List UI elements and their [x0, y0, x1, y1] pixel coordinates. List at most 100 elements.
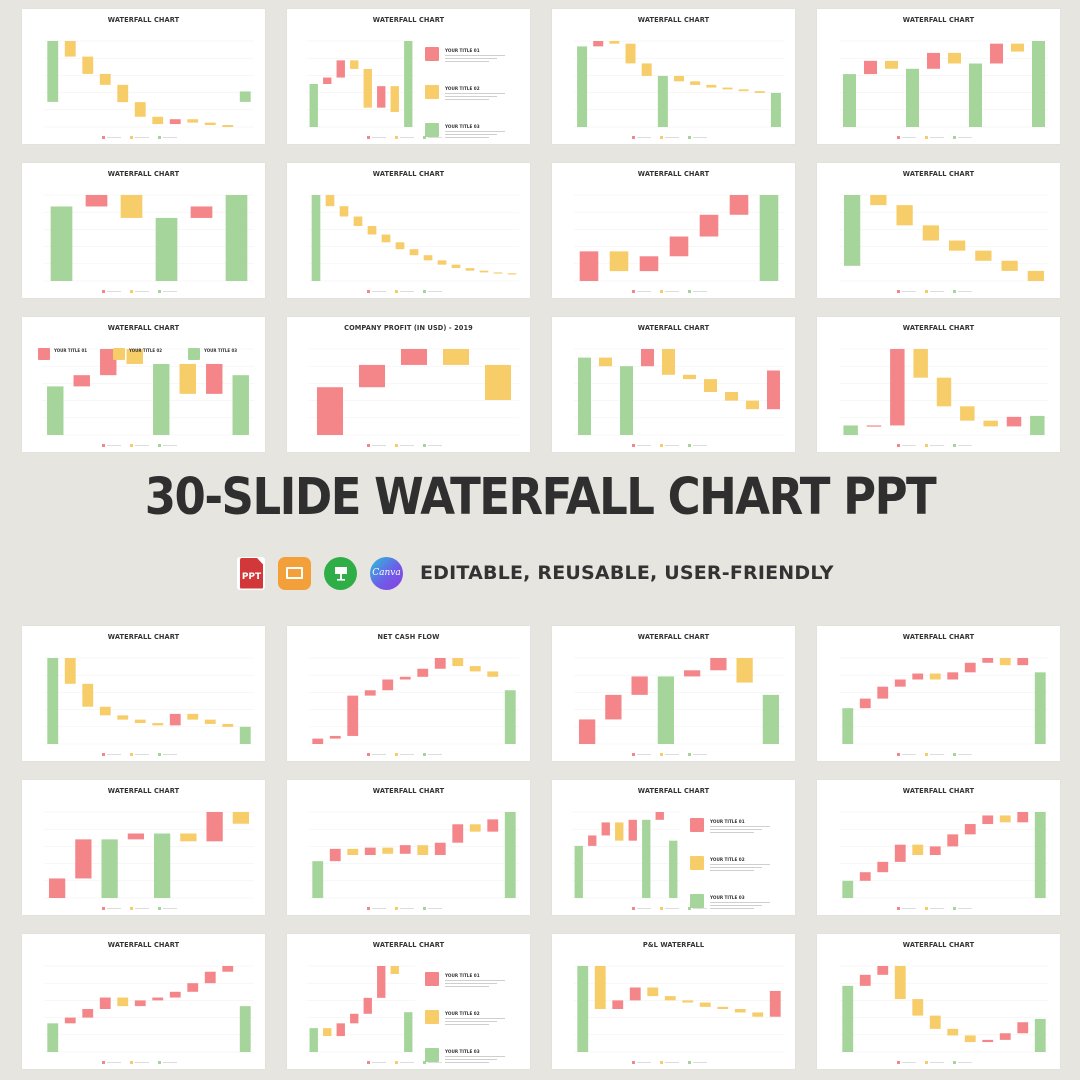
waterfall-bar [47, 386, 64, 435]
waterfall-bar [947, 1028, 959, 1036]
slide-thumbnail: WATERFALL CHART [817, 626, 1060, 761]
waterfall-bar [64, 1017, 76, 1024]
waterfall-bar [382, 847, 394, 854]
waterfall-bar [399, 845, 411, 854]
waterfall-bar [982, 658, 994, 663]
waterfall-bar [842, 985, 854, 1052]
legend-swatch [690, 894, 704, 908]
slide-title: WATERFALL CHART [902, 941, 975, 949]
waterfall-bar [894, 679, 906, 687]
waterfall-bar [117, 997, 129, 1007]
slide-thumbnail: WATERFALL CHART YOUR TITLE 01 YOUR TITLE 0… [552, 780, 795, 915]
legend-dot [367, 136, 370, 139]
waterfall-bar [85, 195, 108, 207]
waterfall-bar [922, 225, 940, 241]
slide-title: WATERFALL CHART [902, 170, 975, 178]
waterfall-bar [1034, 672, 1046, 744]
legend-dot [395, 753, 398, 756]
waterfall-bar [75, 839, 92, 879]
waterfall-bar [47, 658, 59, 744]
waterfall-bar [169, 713, 181, 726]
waterfall-bar [395, 242, 405, 250]
waterfall-bar [206, 812, 223, 842]
waterfall-chart: YOUR TITLE 01 YOUR TITLE 02 YOUR TITLE 03 [307, 965, 505, 1064]
legend-swatch [38, 348, 50, 360]
legend-dot [953, 290, 956, 293]
waterfall-bar [706, 84, 717, 88]
waterfall-bar [347, 848, 359, 855]
waterfall-bar [187, 713, 199, 720]
legend-dot [660, 1061, 663, 1064]
waterfall-bar [239, 1006, 251, 1052]
waterfall-bar [204, 719, 216, 724]
legend-swatch [690, 818, 704, 832]
waterfall-chart: YOUR TITLE 01 YOUR TITLE 02 YOUR TITLE 03 [307, 40, 505, 139]
waterfall-bar [588, 835, 597, 846]
slide-title: WATERFALL CHART [107, 16, 180, 24]
waterfall-bar [323, 77, 332, 84]
side-title: YOUR TITLE 01 [709, 819, 745, 824]
waterfall-bar [936, 377, 952, 407]
waterfall-bar [615, 822, 624, 841]
legend-dot [660, 444, 663, 447]
waterfall-chart [44, 40, 254, 139]
waterfall-bar [843, 425, 858, 435]
headline: 30-SLIDE WATERFALL CHART PPT [144, 466, 937, 527]
legend-dot [423, 136, 426, 139]
waterfall-bar [73, 375, 90, 387]
waterfall-chart [44, 194, 254, 293]
legend-dot [953, 907, 956, 910]
waterfall-bar [673, 75, 685, 82]
waterfall-bar [913, 349, 928, 378]
slide-thumbnail: WATERFALL CHART [552, 163, 795, 298]
legend-dot [130, 1061, 133, 1064]
slide-title: WATERFALL CHART [637, 16, 710, 24]
legend-dot [632, 907, 635, 910]
waterfall-bar [437, 260, 447, 265]
waterfall-bar [120, 195, 143, 218]
waterfall-bar [859, 698, 871, 709]
slide-title: WATERFALL CHART [372, 787, 445, 795]
waterfall-bar [752, 1012, 764, 1017]
legend-dot [925, 290, 928, 293]
waterfall-bar [134, 1000, 146, 1007]
slide-thumbnail: WATERFALL CHART YOUR TITLE 01 YOUR TITLE 0… [287, 934, 530, 1069]
slide-title: WATERFALL CHART [107, 787, 180, 795]
waterfall-bar [451, 264, 461, 269]
waterfall-bar [1034, 812, 1046, 898]
waterfall-bar [336, 60, 345, 78]
waterfall-bar [975, 250, 992, 261]
waterfall-bar [601, 822, 610, 836]
waterfall-bar [745, 400, 760, 410]
waterfall-bar [507, 273, 517, 275]
waterfall-bar [134, 102, 146, 117]
waterfall-bar [859, 872, 871, 881]
keynote-icon [324, 556, 357, 590]
side-title: YOUR TITLE 02 [709, 857, 745, 862]
waterfall-chart [309, 348, 519, 447]
legend-swatch [425, 972, 439, 986]
legend-dot [688, 1061, 691, 1064]
waterfall-bar [894, 844, 906, 862]
waterfall-bar [239, 726, 251, 744]
legend-dot [130, 753, 133, 756]
waterfall-bar [323, 1028, 332, 1037]
waterfall-bar [1030, 415, 1045, 435]
waterfall-chart [839, 40, 1049, 139]
legend-dot [158, 1061, 161, 1064]
waterfall-bar [964, 824, 976, 835]
waterfall-chart [309, 194, 519, 293]
waterfall-bar [204, 971, 216, 984]
waterfall-bar [736, 658, 753, 683]
legend-dot [102, 907, 105, 910]
waterfall-bar [82, 56, 94, 74]
waterfall-bar [206, 363, 223, 394]
slide-thumbnail: WATERFALL CHART [817, 163, 1060, 298]
waterfall-chart: YOUR TITLE 01 YOUR TITLE 02 YOUR TITLE 03 [38, 348, 254, 447]
waterfall-bar [912, 673, 924, 680]
slide-grid-bottom: WATERFALL CHART NET CASH FLOW WATERFALL CH… [22, 626, 1060, 1069]
slide-title: WATERFALL CHART [107, 170, 180, 178]
waterfall-bar [657, 676, 675, 744]
waterfall-bar [204, 122, 216, 126]
legend-dot [632, 136, 635, 139]
